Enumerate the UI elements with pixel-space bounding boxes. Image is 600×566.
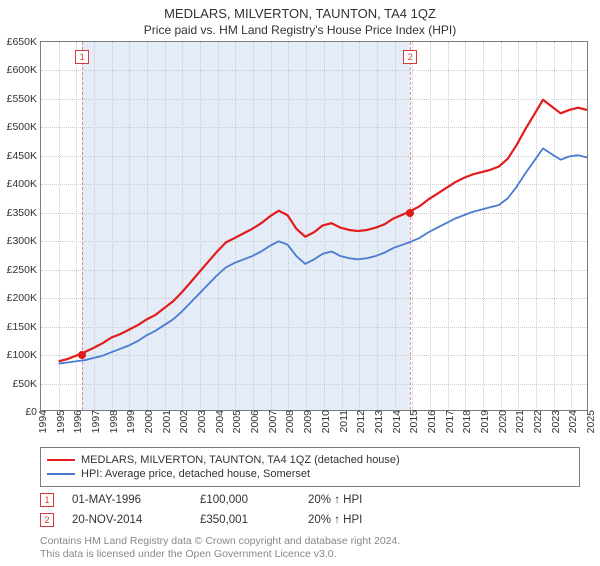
xtick-label: 2003 xyxy=(192,410,208,433)
sale-price: £350,001 xyxy=(200,514,290,526)
xtick-label: 2020 xyxy=(493,410,509,433)
xtick-label: 2021 xyxy=(510,410,526,433)
legend: MEDLARS, MILVERTON, TAUNTON, TA4 1QZ (de… xyxy=(40,447,580,487)
legend-swatch xyxy=(47,473,75,475)
legend-swatch xyxy=(47,459,75,461)
xtick-label: 2008 xyxy=(280,410,296,433)
xtick-label: 2016 xyxy=(422,410,438,433)
chart-title: MEDLARS, MILVERTON, TAUNTON, TA4 1QZ xyxy=(0,6,600,21)
sales-table: 1 01-MAY-1996 £100,000 20% ↑ HPI 2 20-NOV-201… xyxy=(0,493,600,527)
sale-record-row: 1 01-MAY-1996 £100,000 20% ↑ HPI xyxy=(40,493,600,507)
xtick-label: 2022 xyxy=(528,410,544,433)
xtick-label: 2012 xyxy=(351,410,367,433)
ytick-label: £250K xyxy=(7,264,37,276)
chart-subtitle: Price paid vs. HM Land Registry's House … xyxy=(0,23,600,37)
legend-item: MEDLARS, MILVERTON, TAUNTON, TA4 1QZ (de… xyxy=(47,454,573,466)
xtick-label: 2000 xyxy=(139,410,155,433)
attribution-line: This data is licensed under the Open Gov… xyxy=(40,548,580,561)
xtick-label: 2010 xyxy=(316,410,332,433)
sale-price: £100,000 xyxy=(200,494,290,506)
xtick-label: 2014 xyxy=(387,410,403,433)
plot-area: £0£50K£100K£150K£200K£250K£300K£350K£400… xyxy=(40,41,588,411)
xtick-label: 2025 xyxy=(581,410,597,433)
xtick-label: 1994 xyxy=(33,410,49,433)
xtick-label: 1995 xyxy=(51,410,67,433)
sale-record-row: 2 20-NOV-2014 £350,001 20% ↑ HPI xyxy=(40,513,600,527)
xtick-label: 2011 xyxy=(334,410,350,433)
xtick-label: 2013 xyxy=(369,410,385,433)
series-line-subject xyxy=(59,100,587,361)
xtick-label: 2019 xyxy=(475,410,491,433)
xtick-label: 2018 xyxy=(457,410,473,433)
series-line-hpi xyxy=(59,148,587,363)
sale-dot xyxy=(406,209,414,217)
legend-item: HPI: Average price, detached house, Some… xyxy=(47,468,573,480)
ytick-label: £400K xyxy=(7,178,37,190)
ytick-label: £100K xyxy=(7,349,37,361)
ytick-label: £500K xyxy=(7,121,37,133)
legend-label: MEDLARS, MILVERTON, TAUNTON, TA4 1QZ (de… xyxy=(81,454,400,466)
attribution: Contains HM Land Registry data © Crown c… xyxy=(40,535,580,561)
sale-dot xyxy=(78,351,86,359)
xtick-label: 2024 xyxy=(563,410,579,433)
ytick-label: £350K xyxy=(7,207,37,219)
xtick-label: 1998 xyxy=(104,410,120,433)
sale-date: 20-NOV-2014 xyxy=(72,514,182,526)
ytick-label: £200K xyxy=(7,292,37,304)
ytick-label: £50K xyxy=(12,378,37,390)
ytick-label: £300K xyxy=(7,235,37,247)
sale-date: 01-MAY-1996 xyxy=(72,494,182,506)
ytick-label: £150K xyxy=(7,321,37,333)
xtick-label: 2007 xyxy=(263,410,279,433)
xtick-label: 1996 xyxy=(68,410,84,433)
legend-label: HPI: Average price, detached house, Some… xyxy=(81,468,310,480)
xtick-label: 1999 xyxy=(121,410,137,433)
xtick-label: 1997 xyxy=(86,410,102,433)
chart-container: £0£50K£100K£150K£200K£250K£300K£350K£400… xyxy=(40,41,588,411)
xtick-label: 2009 xyxy=(298,410,314,433)
xtick-label: 2023 xyxy=(546,410,562,433)
ytick-label: £650K xyxy=(7,36,37,48)
sale-delta: 20% ↑ HPI xyxy=(308,494,362,506)
ytick-label: £450K xyxy=(7,150,37,162)
xtick-label: 2002 xyxy=(174,410,190,433)
sale-number-badge-icon: 1 xyxy=(40,493,54,507)
xtick-label: 2017 xyxy=(440,410,456,433)
sale-number-badge-icon: 2 xyxy=(40,513,54,527)
xtick-label: 2015 xyxy=(404,410,420,433)
ytick-label: £550K xyxy=(7,93,37,105)
xtick-label: 2006 xyxy=(245,410,261,433)
xtick-label: 2005 xyxy=(227,410,243,433)
xtick-label: 2004 xyxy=(210,410,226,433)
xtick-label: 2001 xyxy=(157,410,173,433)
ytick-label: £600K xyxy=(7,64,37,76)
sale-delta: 20% ↑ HPI xyxy=(308,514,362,526)
series-svg xyxy=(41,42,587,410)
attribution-line: Contains HM Land Registry data © Crown c… xyxy=(40,535,580,548)
